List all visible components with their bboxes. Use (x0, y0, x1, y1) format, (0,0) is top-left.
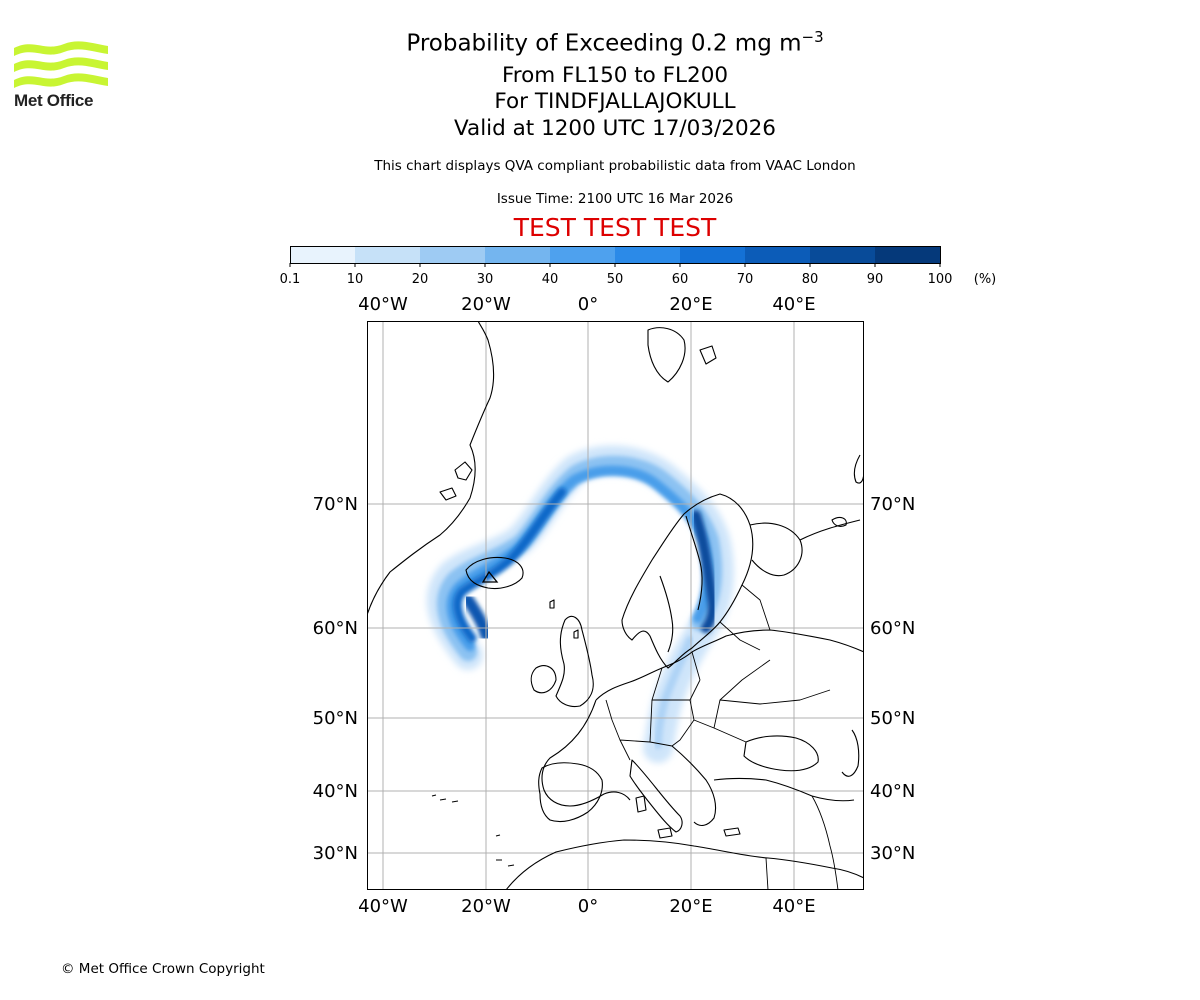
colorbar-tick-label: 70 (737, 272, 754, 287)
map-gridlines (367, 321, 864, 890)
volcano-marker-icon (481, 570, 499, 583)
issue-time: Issue Time: 2100 UTC 16 Mar 2026 (496, 191, 734, 207)
colorbar-segment (420, 246, 486, 263)
probability-colorbar: 0.1 10 20 30 40 50 60 70 80 90 100 (%) (280, 246, 997, 287)
colorbar-segment (355, 246, 421, 263)
lon-label-top-40e: 40°E (772, 294, 815, 315)
lat-label-right-70n: 70°N (870, 494, 915, 515)
lat-label-right-40n: 40°N (870, 781, 915, 802)
lon-label-bottom-0: 0° (578, 896, 598, 917)
colorbar-segment (680, 246, 746, 263)
colorbar-segment (290, 246, 356, 263)
lon-label-bottom-20e: 20°E (669, 896, 712, 917)
colorbar-tick-label: 0.1 (280, 272, 301, 287)
lat-label-left-50n: 50°N (313, 708, 358, 729)
vaac-note: This chart displays QVA compliant probab… (374, 158, 856, 174)
colorbar-tick-label: 30 (477, 272, 494, 287)
colorbar-tick-label: 100 (928, 272, 953, 287)
colorbar-segment (550, 246, 616, 263)
colorbar-unit: (%) (974, 272, 997, 287)
colorbar-tick-label: 20 (412, 272, 429, 287)
colorbar-segment (615, 246, 681, 263)
coastlines (367, 321, 864, 890)
colorbar-segment (810, 246, 876, 263)
colorbar-tick-label: 50 (607, 272, 624, 287)
lat-label-left-30n: 30°N (313, 843, 358, 864)
lat-label-left-40n: 40°N (313, 781, 358, 802)
map-area (367, 321, 864, 890)
lon-label-top-20e: 20°E (669, 294, 712, 315)
valid-time: Valid at 1200 UTC 17/03/2026 (453, 116, 776, 141)
flight-level-range: From FL150 to FL200 (501, 63, 729, 88)
colorbar-tick-label: 90 (867, 272, 884, 287)
colorbar-segment (875, 246, 941, 263)
test-banner: TEST TEST TEST (513, 213, 717, 242)
lon-label-top-20w: 20°W (461, 294, 511, 315)
ash-plume (427, 445, 734, 763)
lat-label-left-70n: 70°N (313, 494, 358, 515)
lat-label-right-60n: 60°N (870, 618, 915, 639)
lat-label-right-30n: 30°N (870, 843, 915, 864)
met-office-logo-icon (14, 41, 108, 88)
lon-label-top-0: 0° (578, 294, 598, 315)
colorbar-tick-label: 60 (672, 272, 689, 287)
lon-label-bottom-40e: 40°E (772, 896, 815, 917)
chart-title: Probability of Exceeding 0.2 mg m−3 (406, 28, 824, 57)
colorbar-tick-label: 80 (802, 272, 819, 287)
colorbar-segment (745, 246, 811, 263)
map-frame (367, 321, 864, 890)
met-office-logo-text: Met Office (14, 91, 94, 110)
colorbar-tick-label: 40 (542, 272, 559, 287)
colorbar-tick-label: 10 (347, 272, 364, 287)
copyright-notice: © Met Office Crown Copyright (61, 961, 265, 977)
lon-label-bottom-40w: 40°W (358, 896, 408, 917)
colorbar-segment (485, 246, 551, 263)
volcano-name: For TINDFJALLAJOKULL (494, 89, 736, 114)
lon-label-top-40w: 40°W (358, 294, 408, 315)
lon-label-bottom-20w: 20°W (461, 896, 511, 917)
lat-label-right-50n: 50°N (870, 708, 915, 729)
lat-label-left-60n: 60°N (313, 618, 358, 639)
